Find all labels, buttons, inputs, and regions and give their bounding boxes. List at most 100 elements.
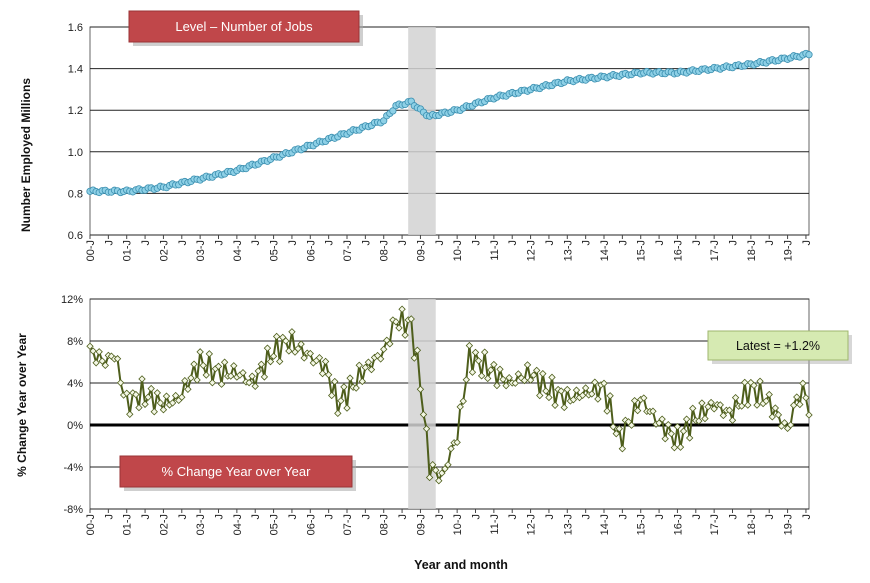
- change-data-point: [728, 416, 737, 424]
- change-data-point: [254, 367, 262, 375]
- change-data-point: [266, 357, 275, 366]
- change-data-point: [627, 421, 636, 429]
- change-data-point: [447, 444, 455, 453]
- change-data-point: [214, 362, 223, 371]
- change-data-point: [288, 328, 296, 336]
- x-tick-label: 14-J: [599, 514, 611, 535]
- change-data-point: [563, 385, 571, 394]
- change-data-point: [689, 404, 697, 413]
- change-data-point: [490, 360, 498, 369]
- change-data-point: [346, 374, 354, 382]
- change-title-box: % Change Year over Year: [119, 455, 356, 491]
- change-data-point: [704, 403, 712, 411]
- change-x-axis-label: Year and month: [414, 558, 508, 572]
- change-data-point: [367, 365, 376, 374]
- change-data-point: [272, 332, 281, 341]
- change-data-point: [790, 401, 798, 409]
- change-data-point: [208, 379, 217, 387]
- x-tick-label: 16-J: [672, 240, 684, 261]
- x-tick-label: 07-J: [342, 514, 354, 535]
- change-data-point: [324, 371, 333, 379]
- x-tick-label: J: [324, 240, 336, 246]
- change-data-point: [716, 401, 724, 409]
- change-data-point: [162, 392, 171, 400]
- change-data-point: [487, 366, 495, 374]
- change-data-point: [664, 420, 672, 429]
- change-data-point: [468, 368, 477, 376]
- change-data-point: [771, 404, 780, 412]
- y-tick-label: 1.0: [68, 147, 83, 159]
- change-data-point: [511, 379, 519, 387]
- change-data-point: [805, 411, 813, 419]
- x-tick-label: 05-J: [269, 514, 281, 535]
- x-tick-label: J: [544, 240, 556, 246]
- change-data-point: [581, 384, 590, 392]
- x-tick-label: J: [691, 514, 703, 520]
- x-tick-label: J: [287, 240, 299, 246]
- change-data-point: [548, 373, 556, 381]
- y-tick-label: -4%: [63, 462, 83, 474]
- change-data-point: [514, 370, 523, 378]
- change-data-point: [695, 417, 703, 425]
- x-tick-label: 16-J: [672, 514, 684, 535]
- change-data-point: [459, 397, 467, 405]
- change-data-point: [615, 425, 623, 433]
- level-x-ticks: 00-J J 01-J J 02-J J 03-J J 04-J J 05-J J 06-J J 07-J J…: [85, 235, 813, 261]
- change-data-point: [802, 394, 810, 402]
- change-data-point: [649, 407, 657, 415]
- change-data-point: [640, 394, 648, 402]
- x-tick-label: J: [103, 514, 115, 520]
- change-data-point: [493, 381, 501, 390]
- change-data-point: [135, 403, 143, 412]
- x-tick-label: 04-J: [232, 240, 244, 261]
- change-data-point: [685, 434, 694, 442]
- x-tick-label: J: [471, 514, 483, 520]
- change-data-point: [774, 411, 783, 419]
- x-tick-label: 00-J: [85, 514, 97, 535]
- change-data-point: [300, 354, 308, 362]
- x-tick-label: J: [140, 514, 152, 520]
- change-data-point: [386, 340, 394, 348]
- change-data-point: [756, 377, 764, 385]
- level-y-ticks: 0.6 0.8 1.0 1.2 1.4 1.6: [68, 22, 83, 242]
- change-data-point: [343, 404, 351, 412]
- x-tick-label: 02-J: [158, 514, 170, 535]
- x-tick-label: J: [691, 240, 703, 246]
- change-data-point: [618, 445, 627, 453]
- y-tick-label: 0.6: [68, 230, 83, 242]
- change-data-point: [132, 390, 140, 399]
- change-data-point: [673, 422, 682, 431]
- change-data-point: [765, 390, 773, 399]
- change-data-point: [294, 344, 302, 353]
- change-data-point: [202, 371, 210, 379]
- change-data-point: [456, 403, 464, 411]
- change-data-point: [536, 391, 544, 400]
- change-data-point: [609, 423, 617, 431]
- x-tick-label: J: [434, 240, 446, 246]
- change-data-point: [364, 358, 373, 366]
- x-tick-label: J: [177, 514, 189, 520]
- change-data-point: [123, 389, 131, 397]
- change-data-point: [86, 342, 94, 350]
- change-data-point: [355, 361, 363, 369]
- x-tick-label: J: [654, 514, 666, 520]
- x-tick-label: 13-J: [562, 514, 574, 535]
- change-data-point: [113, 355, 122, 363]
- change-data-point: [425, 473, 434, 482]
- change-data-point: [376, 355, 385, 363]
- change-data-point: [741, 378, 749, 387]
- y-tick-label: 0%: [67, 420, 83, 432]
- change-data-point: [594, 395, 602, 403]
- change-data-point: [410, 354, 418, 362]
- change-data-point: [239, 369, 247, 377]
- x-tick-label: J: [324, 514, 336, 520]
- change-data-point: [251, 382, 259, 390]
- change-data-point: [438, 469, 446, 477]
- change-data-point: [499, 375, 507, 384]
- change-data-point: [92, 359, 100, 367]
- change-data-point: [282, 337, 290, 345]
- x-tick-label: 03-J: [195, 514, 207, 535]
- x-tick-label: 06-J: [305, 514, 317, 535]
- change-data-point: [147, 384, 155, 393]
- change-data-point: [248, 372, 256, 380]
